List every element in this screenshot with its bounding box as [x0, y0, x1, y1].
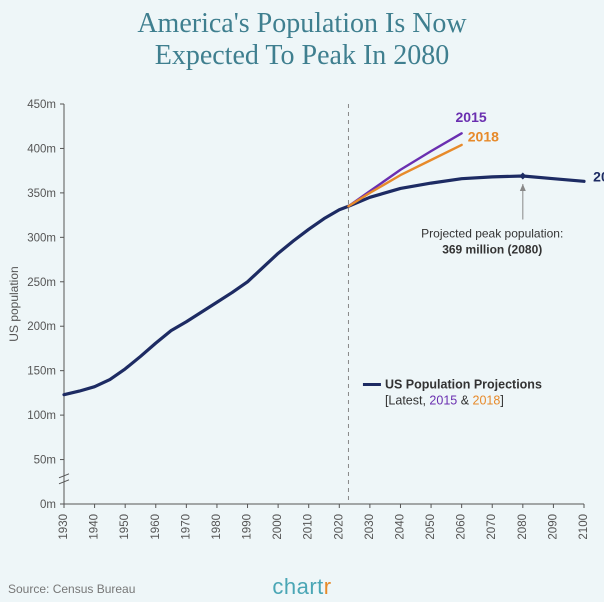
svg-text:400m: 400m: [27, 143, 56, 155]
svg-text:2010: 2010: [303, 514, 315, 540]
svg-text:150m: 150m: [27, 366, 56, 378]
svg-text:2080: 2080: [517, 514, 529, 540]
series-label-proj_2023: 2023: [593, 168, 604, 184]
svg-text:450m: 450m: [27, 99, 56, 111]
legend-subtitle: [Latest, 2015 & 2018]: [385, 393, 504, 407]
logo-main: chart: [272, 574, 323, 599]
svg-text:US population: US population: [7, 266, 21, 341]
chart-title: America's Population Is Now Expected To …: [0, 0, 604, 72]
svg-text:2100: 2100: [578, 514, 590, 540]
svg-text:1950: 1950: [119, 514, 131, 540]
annotation-line2: 369 million (2080): [442, 242, 542, 256]
series-proj_2023: [64, 176, 584, 395]
svg-text:2020: 2020: [333, 514, 345, 540]
chart-area: 0m 50m 100m 150m 200m 250m 300m 350m 400m 450m 193…: [0, 92, 604, 572]
svg-text:1980: 1980: [211, 514, 223, 540]
svg-text:1970: 1970: [180, 514, 192, 540]
svg-text:2090: 2090: [547, 514, 559, 540]
annotation-line1: Projected peak population:: [421, 226, 563, 240]
chartr-logo: chartr: [272, 574, 331, 600]
series-proj_2018: [348, 145, 461, 206]
title-line-1: America's Population Is Now: [20, 8, 584, 40]
svg-text:250m: 250m: [27, 277, 56, 289]
svg-text:300m: 300m: [27, 232, 56, 244]
svg-text:2040: 2040: [394, 514, 406, 540]
svg-text:2060: 2060: [456, 514, 468, 540]
svg-text:1990: 1990: [242, 514, 254, 540]
line-chart-svg: 0m 50m 100m 150m 200m 250m 300m 350m 400m 450m 193…: [0, 92, 604, 572]
svg-text:1930: 1930: [58, 514, 70, 540]
svg-text:200m: 200m: [27, 321, 56, 333]
legend-title: US Population Projections: [385, 377, 542, 391]
source-footnote: Source: Census Bureau: [8, 582, 135, 596]
svg-text:2070: 2070: [486, 514, 498, 540]
svg-text:350m: 350m: [27, 188, 56, 200]
logo-accent: r: [324, 574, 332, 599]
title-line-2: Expected To Peak In 2080: [20, 40, 584, 72]
svg-text:2050: 2050: [425, 514, 437, 540]
svg-text:2000: 2000: [272, 514, 284, 540]
svg-text:2030: 2030: [364, 514, 376, 540]
svg-text:0m: 0m: [40, 499, 56, 511]
series-label-proj_2015: 2015: [456, 109, 487, 125]
infographic-frame: America's Population Is Now Expected To …: [0, 0, 604, 602]
peak-marker: [519, 173, 526, 180]
svg-text:1940: 1940: [89, 514, 101, 540]
svg-text:1960: 1960: [150, 514, 162, 540]
svg-text:50m: 50m: [34, 455, 56, 467]
series-label-proj_2018: 2018: [468, 128, 499, 144]
svg-text:100m: 100m: [27, 410, 56, 422]
